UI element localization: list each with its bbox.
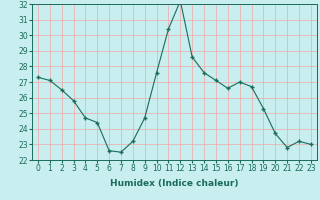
X-axis label: Humidex (Indice chaleur): Humidex (Indice chaleur) xyxy=(110,179,239,188)
